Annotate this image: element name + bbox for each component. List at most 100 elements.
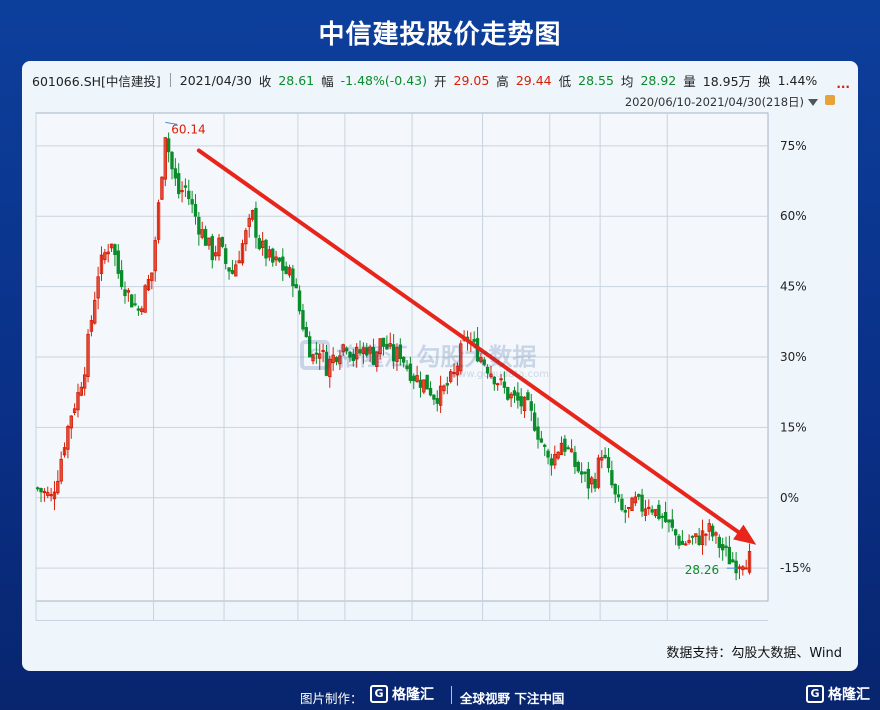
- candle-body: [247, 217, 251, 227]
- candle-body: [744, 567, 748, 570]
- candle-body: [200, 229, 204, 238]
- candle-body: [553, 454, 557, 466]
- annotation-label: 60.14: [171, 122, 205, 136]
- candle-body: [741, 566, 745, 571]
- candle-body: [260, 240, 265, 248]
- candle-body: [106, 251, 110, 255]
- candle-body: [119, 270, 124, 288]
- candle-body: [140, 308, 144, 313]
- candle-body: [136, 308, 141, 311]
- lock-icon[interactable]: [825, 95, 835, 105]
- candle-body: [89, 320, 94, 332]
- candle-body: [647, 506, 651, 510]
- candle-body: [536, 426, 540, 440]
- candle-body: [569, 448, 574, 453]
- candle-body: [623, 509, 627, 513]
- candle-body: [697, 535, 701, 545]
- candle-body: [549, 458, 554, 466]
- candle-body: [183, 185, 188, 188]
- candle-body: [606, 456, 611, 469]
- turnover-value: 1.44%: [777, 72, 818, 88]
- low-label: 低: [558, 73, 572, 89]
- footer-logo: G 格隆汇: [370, 684, 434, 704]
- candle-body: [358, 349, 362, 354]
- candle-body: [526, 392, 530, 401]
- candle-body: [506, 387, 510, 400]
- candle-body: [519, 396, 523, 407]
- dropdown-triangle-icon: [808, 99, 818, 106]
- candle-body: [516, 392, 520, 401]
- candle-body: [684, 543, 688, 546]
- candle-body: [321, 349, 325, 353]
- open-label: 开: [433, 73, 447, 89]
- candle-body: [724, 545, 728, 548]
- y-tick-label: 0%: [780, 491, 799, 505]
- candle-body: [99, 254, 104, 274]
- y-tick-label: 45%: [780, 280, 807, 294]
- candle-body: [173, 168, 178, 179]
- candle-body: [385, 343, 389, 350]
- candle-body: [69, 415, 73, 429]
- candle-body: [673, 529, 678, 536]
- candle-body: [93, 299, 97, 324]
- more-menu-icon[interactable]: ...: [836, 77, 850, 91]
- candle-body: [613, 483, 617, 495]
- candle-body: [116, 250, 120, 274]
- candle-body: [737, 566, 742, 569]
- logo-mark-icon: G: [806, 685, 824, 703]
- y-tick-label: 15%: [780, 420, 807, 434]
- candle-body: [408, 363, 413, 381]
- candle-body: [653, 509, 658, 516]
- candle-body: [301, 310, 305, 330]
- candle-body: [274, 256, 278, 261]
- candle-body: [341, 344, 345, 353]
- candle-body: [405, 365, 409, 370]
- candle-body: [190, 199, 194, 205]
- candle-body: [687, 539, 691, 543]
- candle-body: [291, 268, 295, 287]
- footer: 图片制作： G 格隆汇 全球视野 下注中国 G 格隆汇: [0, 680, 880, 710]
- low-value: 28.55: [578, 72, 614, 88]
- candle-body: [388, 343, 392, 347]
- trend-arrow-shaft: [196, 148, 741, 534]
- candle-body: [418, 379, 423, 388]
- candle-body: [704, 533, 708, 536]
- high-value: 29.44: [515, 72, 552, 88]
- candle-body: [496, 383, 500, 386]
- turnover-label: 换: [758, 73, 771, 89]
- candle-body: [559, 442, 564, 456]
- candle-body: [680, 540, 685, 545]
- annotation-pointer: [165, 121, 178, 125]
- candle-body: [72, 408, 77, 413]
- candle-body: [334, 357, 339, 362]
- candle-body: [620, 498, 624, 511]
- candle-body: [368, 346, 372, 354]
- candle-body: [143, 285, 147, 313]
- candle-body: [314, 352, 319, 355]
- candle-body: [96, 276, 100, 299]
- candle-body: [566, 447, 570, 450]
- candle-body: [371, 346, 376, 365]
- candle-body: [381, 337, 386, 347]
- candle-body: [59, 458, 63, 482]
- open-value: 29.05: [453, 72, 490, 88]
- candle-body: [720, 544, 725, 551]
- y-tick-label: 30%: [780, 350, 807, 364]
- candle-body: [694, 533, 698, 537]
- candle-body: [734, 560, 738, 574]
- candle-body: [512, 390, 517, 396]
- candle-body: [445, 383, 450, 386]
- data-source: 数据支持：勾股大数据、Wind: [666, 646, 842, 661]
- candle-body: [203, 228, 208, 246]
- candle-body: [103, 252, 107, 261]
- date-range-selector[interactable]: 2020/06/10-2021/04/30(218日): [625, 94, 818, 110]
- quote-info-bar: 601066.SH[中信建投] 2021/04/30 收 28.61 幅 -1.…: [32, 69, 848, 91]
- candle-body: [351, 353, 355, 362]
- candle-body: [338, 355, 342, 365]
- candle-body: [731, 559, 735, 563]
- candle-body: [717, 536, 721, 549]
- candle-body: [287, 267, 292, 276]
- candle-body: [610, 470, 614, 486]
- candle-body: [224, 248, 228, 264]
- close-label: 收: [258, 73, 272, 89]
